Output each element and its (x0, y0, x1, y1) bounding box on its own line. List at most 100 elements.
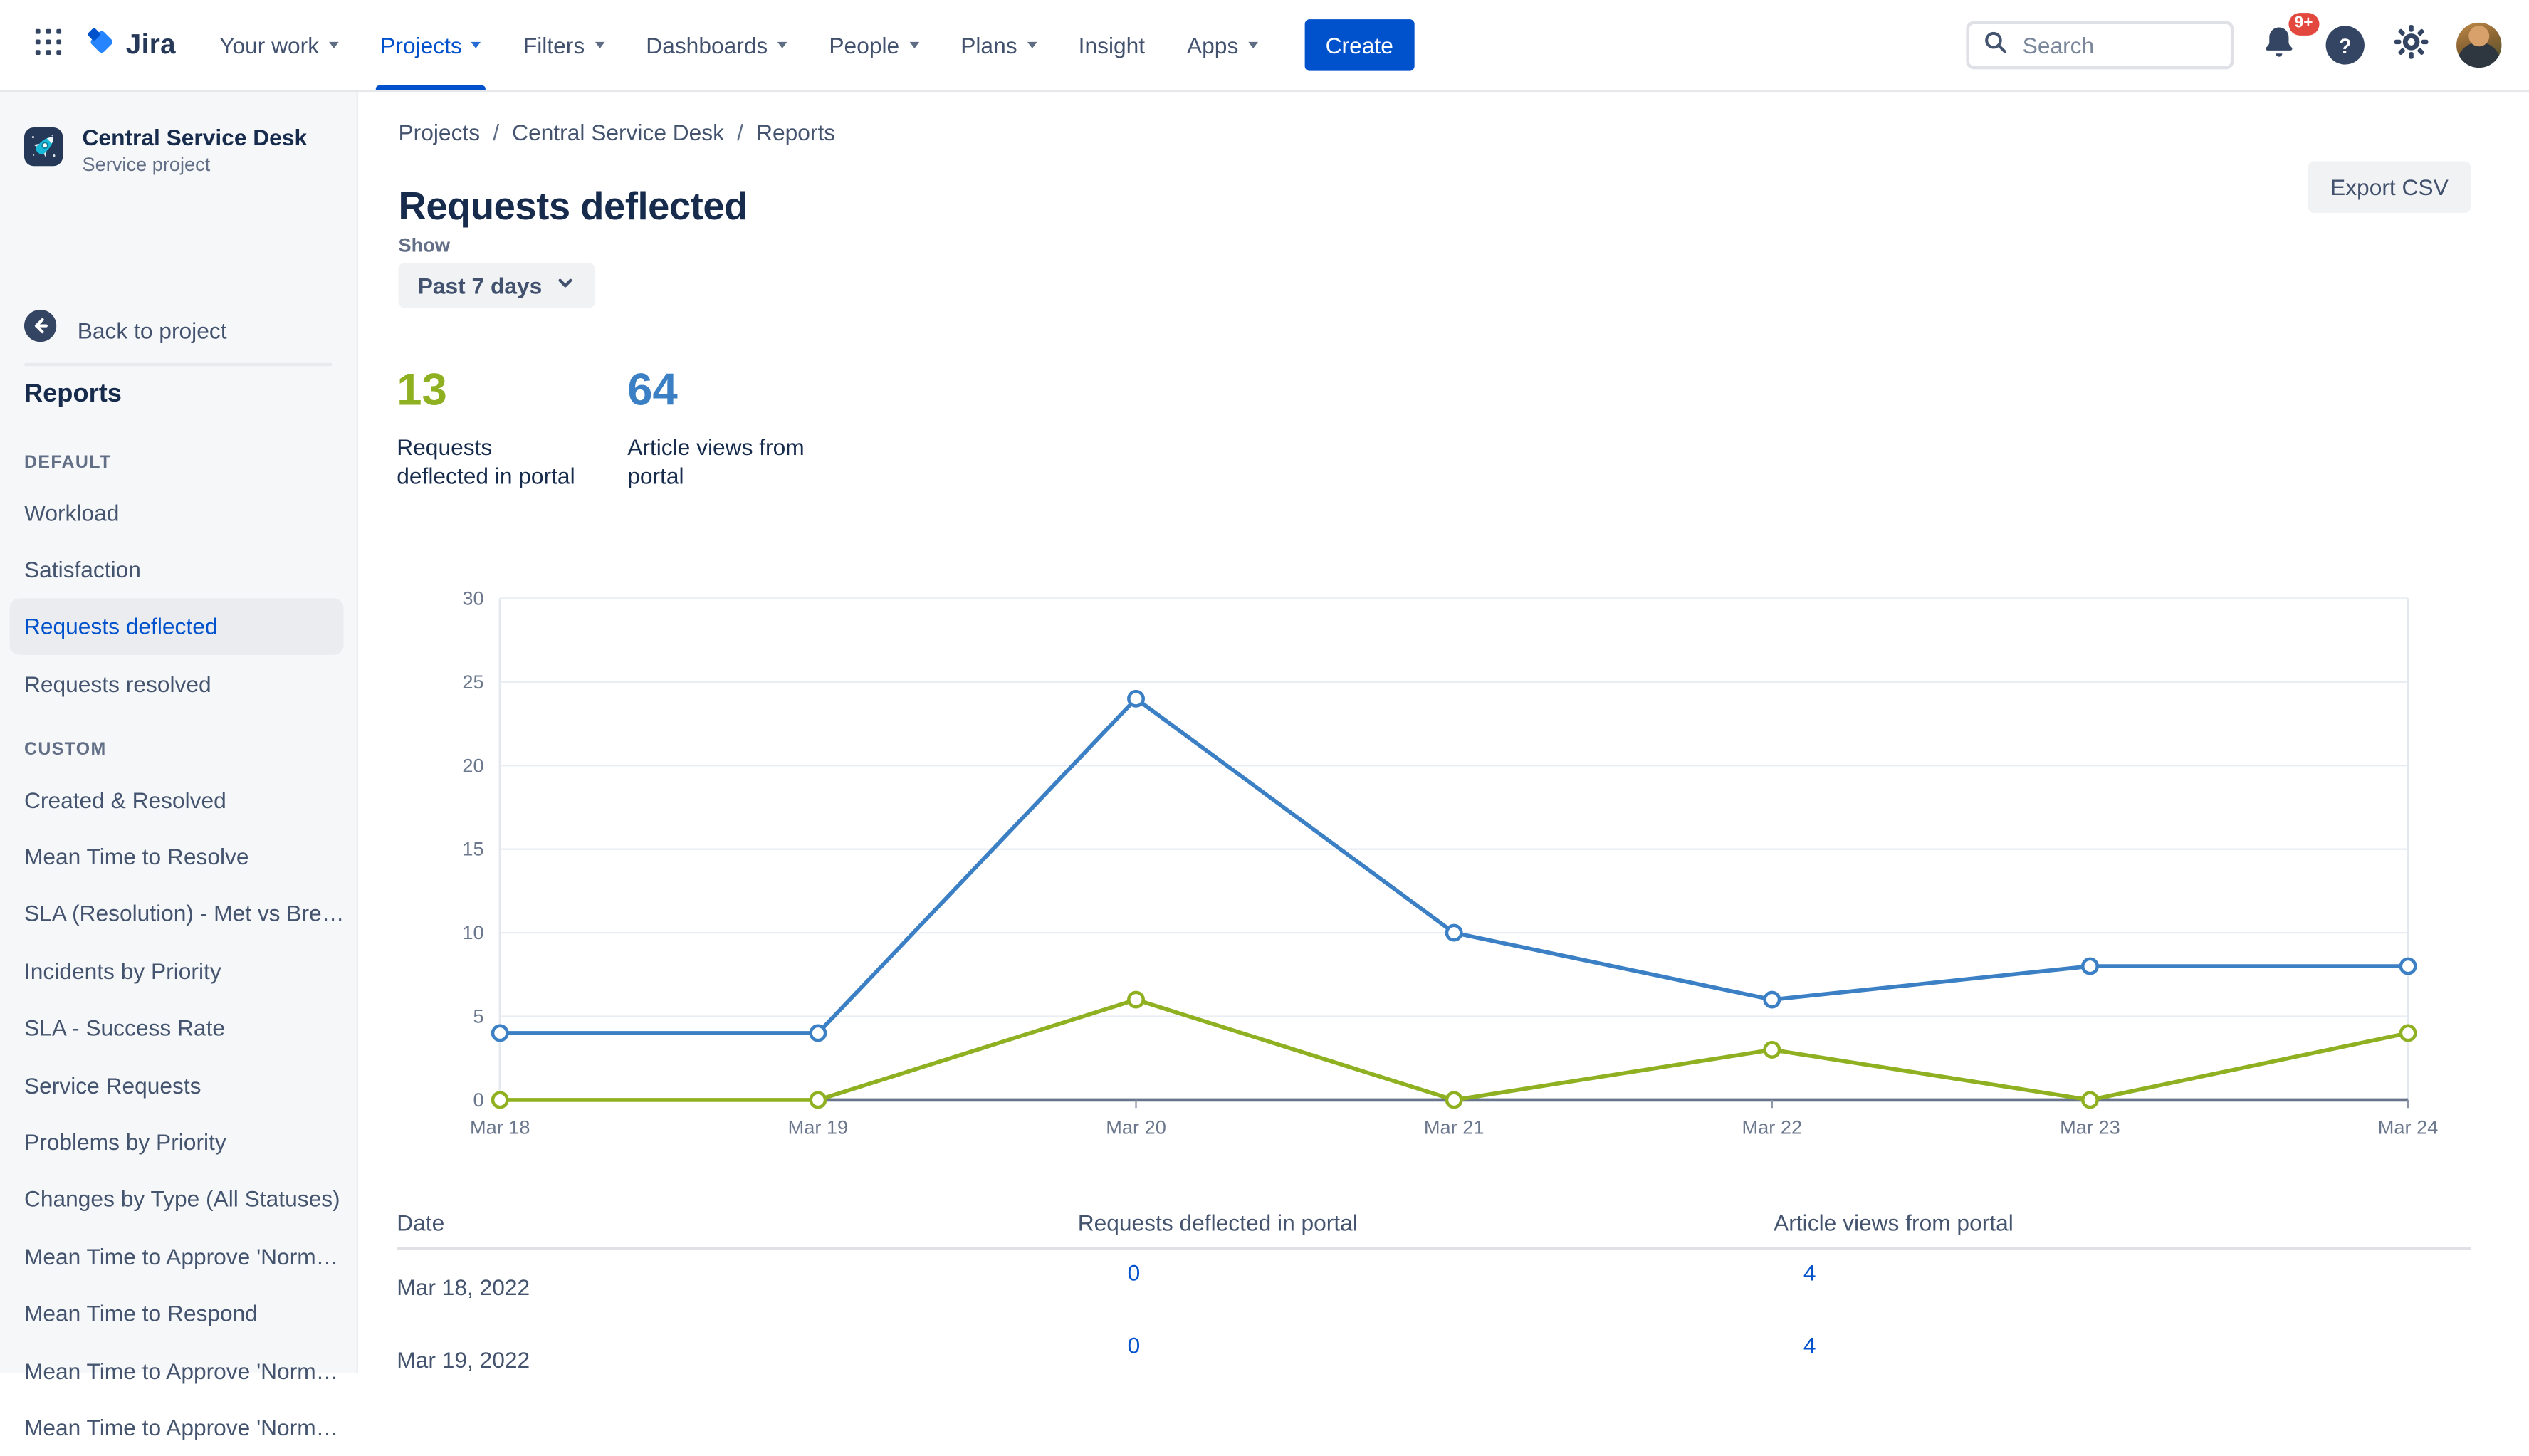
sidebar-item-sla-success-rate[interactable]: SLA - Success Rate (23, 1015, 226, 1041)
row-views-cell: 4 (1532, 1259, 2255, 1301)
breadcrumb: Projects / Central Service Desk / Report… (399, 120, 836, 145)
show-label: Show (398, 234, 451, 257)
nav-item-projects[interactable]: Projects (360, 0, 503, 90)
gear-icon (2394, 23, 2429, 67)
sidebar-item-incidents-by-priority[interactable]: Incidents by Priority (23, 958, 221, 984)
svg-text:Mar 21: Mar 21 (1424, 1116, 1485, 1138)
sidebar-item-created-resolved[interactable]: Created & Resolved (23, 786, 226, 813)
row-views-cell: 4 (1532, 1331, 2255, 1373)
svg-text:Mar 20: Mar 20 (1106, 1116, 1166, 1138)
sidebar-item-changes-by-type[interactable]: Changes by Type (All Statuses) (23, 1185, 340, 1213)
project-rocket-icon (23, 127, 63, 174)
period-dropdown[interactable]: Past 7 days (398, 263, 596, 308)
sidebar-item-sla-resolution[interactable]: SLA (Resolution) - Met vs Bre… (23, 901, 345, 927)
sidebar-item-workload[interactable]: Workload (23, 499, 120, 525)
user-avatar[interactable] (2456, 22, 2502, 68)
svg-text:Mar 22: Mar 22 (1742, 1116, 1803, 1138)
nav-item-dashboards[interactable]: Dashboards (625, 0, 808, 90)
svg-text:Mar 23: Mar 23 (2060, 1116, 2120, 1138)
sidebar-item-requests-deflected[interactable]: Requests deflected (9, 597, 344, 656)
column-header-article-views: Article views from portal (1774, 1209, 2014, 1236)
chevron-down-icon (909, 41, 919, 48)
custom-reports-list: Created & Resolved Mean Time to Resolve … (0, 771, 357, 1456)
stat-article-views: 64 Article views from portal (627, 365, 858, 490)
export-csv-button[interactable]: Export CSV (2308, 161, 2471, 214)
stat-requests-deflected: 13 Requests deflected in portal (397, 365, 627, 490)
chevron-down-icon (471, 41, 481, 48)
sidebar-item-requests-resolved[interactable]: Requests resolved (23, 671, 211, 697)
svg-text:Mar 24: Mar 24 (2378, 1116, 2439, 1138)
notifications-button[interactable]: 9+ (2258, 13, 2320, 69)
views-count-link[interactable]: 4 (1803, 1259, 1816, 1285)
table-header: Date Requests deflected in portal Articl… (397, 1210, 2471, 1250)
sidebar-item-service-requests[interactable]: Service Requests (23, 1072, 201, 1098)
app-switcher-grid-icon (32, 25, 64, 66)
row-deflected-cell: 0 (904, 1331, 1532, 1373)
row-date: Mar 18, 2022 (397, 1273, 530, 1299)
sidebar-item-mean-time-to-approve-1[interactable]: Mean Time to Approve 'Norm… (23, 1243, 339, 1269)
svg-text:30: 30 (462, 587, 483, 609)
create-button[interactable]: Create (1304, 19, 1415, 71)
nav-item-insight[interactable]: Insight (1078, 32, 1146, 58)
project-type: Service project (82, 153, 211, 176)
chevron-down-icon (328, 41, 339, 48)
deflected-count-link[interactable]: 0 (1127, 1259, 1141, 1285)
deflected-count-link[interactable]: 0 (1127, 1331, 1141, 1358)
chevron-down-icon (1247, 41, 1258, 48)
stat-label-deflected: Requests deflected in portal (397, 434, 575, 489)
breadcrumb-projects[interactable]: Projects (398, 119, 481, 145)
chevron-down-icon (594, 41, 604, 48)
project-meta: Central Service Desk Service project (83, 124, 308, 177)
svg-text:0: 0 (473, 1089, 483, 1111)
help-button[interactable]: ? (2324, 24, 2366, 66)
page-title: Requests deflected (398, 185, 748, 229)
table-row: Mar 18, 2022 0 4 (397, 1250, 2471, 1323)
nav-item-apps[interactable]: Apps (1166, 0, 1279, 90)
sidebar-item-mean-time-to-resolve[interactable]: Mean Time to Resolve (23, 843, 249, 870)
app-switcher-button[interactable] (23, 19, 74, 70)
nav-item-people[interactable]: People (808, 0, 940, 90)
sidebar-item-satisfaction[interactable]: Satisfaction (23, 556, 141, 582)
nav-item-your-work[interactable]: Your work (199, 0, 360, 90)
arrow-left-circle-icon (23, 309, 57, 350)
table-row: Mar 19, 2022 0 4 (397, 1323, 2471, 1395)
top-navigation: Jira Your work Projects Filters Dashboar… (0, 0, 2529, 93)
global-search[interactable] (1966, 21, 2234, 70)
jira-logo[interactable]: Jira (84, 23, 176, 67)
sidebar-item-mean-time-to-respond[interactable]: Mean Time to Respond (23, 1300, 258, 1326)
svg-text:15: 15 (462, 838, 483, 860)
breadcrumb-reports[interactable]: Reports (756, 119, 836, 145)
report-main: Projects / Central Service Desk / Report… (360, 92, 2529, 1373)
sidebar-item-mean-time-to-approve-3[interactable]: Mean Time to Approve 'Norm… (23, 1414, 339, 1440)
breadcrumb-central-service-desk[interactable]: Central Service Desk (512, 119, 725, 145)
search-input[interactable] (2019, 31, 2218, 60)
back-to-project-label: Back to project (77, 317, 227, 343)
breadcrumb-separator: / (493, 119, 500, 145)
row-deflected-cell: 0 (904, 1259, 1532, 1301)
bell-icon (2260, 22, 2298, 69)
sidebar-heading: Reports (23, 380, 122, 409)
column-header-date: Date (397, 1209, 445, 1236)
chevron-down-icon (555, 273, 575, 298)
sidebar-item-mean-time-to-approve-2[interactable]: Mean Time to Approve 'Norm… (23, 1357, 339, 1383)
row-date: Mar 19, 2022 (397, 1346, 530, 1372)
back-to-project-button[interactable]: Back to project (23, 309, 227, 350)
jira-logo-mark-icon (84, 23, 120, 67)
notification-badge: 9+ (2288, 13, 2320, 36)
search-icon (1982, 28, 2008, 63)
summary-stats: 13 Requests deflected in portal 64 Artic… (397, 365, 858, 490)
section-label-default: DEFAULT (23, 453, 112, 473)
nav-item-filters[interactable]: Filters (502, 0, 624, 90)
report-table: Date Requests deflected in portal Articl… (397, 1210, 2471, 1395)
chart-canvas: 0 5 10 15 20 25 30 Mar 18 Mar 19 Mar 20 Mar 21 Mar … (462, 587, 2439, 1138)
nav-left: Jira Your work Projects Filters Dashboar… (0, 0, 1415, 90)
views-count-link[interactable]: 4 (1803, 1331, 1816, 1358)
sidebar-item-problems-by-priority[interactable]: Problems by Priority (23, 1128, 226, 1156)
settings-button[interactable] (2390, 23, 2432, 67)
default-reports-list: Workload Satisfaction Requests deflected… (0, 484, 357, 713)
svg-text:Mar 18: Mar 18 (470, 1116, 530, 1138)
nav-item-plans[interactable]: Plans (940, 0, 1057, 90)
breadcrumb-separator: / (737, 119, 743, 145)
column-header-requests-deflected: Requests deflected in portal (1077, 1209, 1358, 1236)
